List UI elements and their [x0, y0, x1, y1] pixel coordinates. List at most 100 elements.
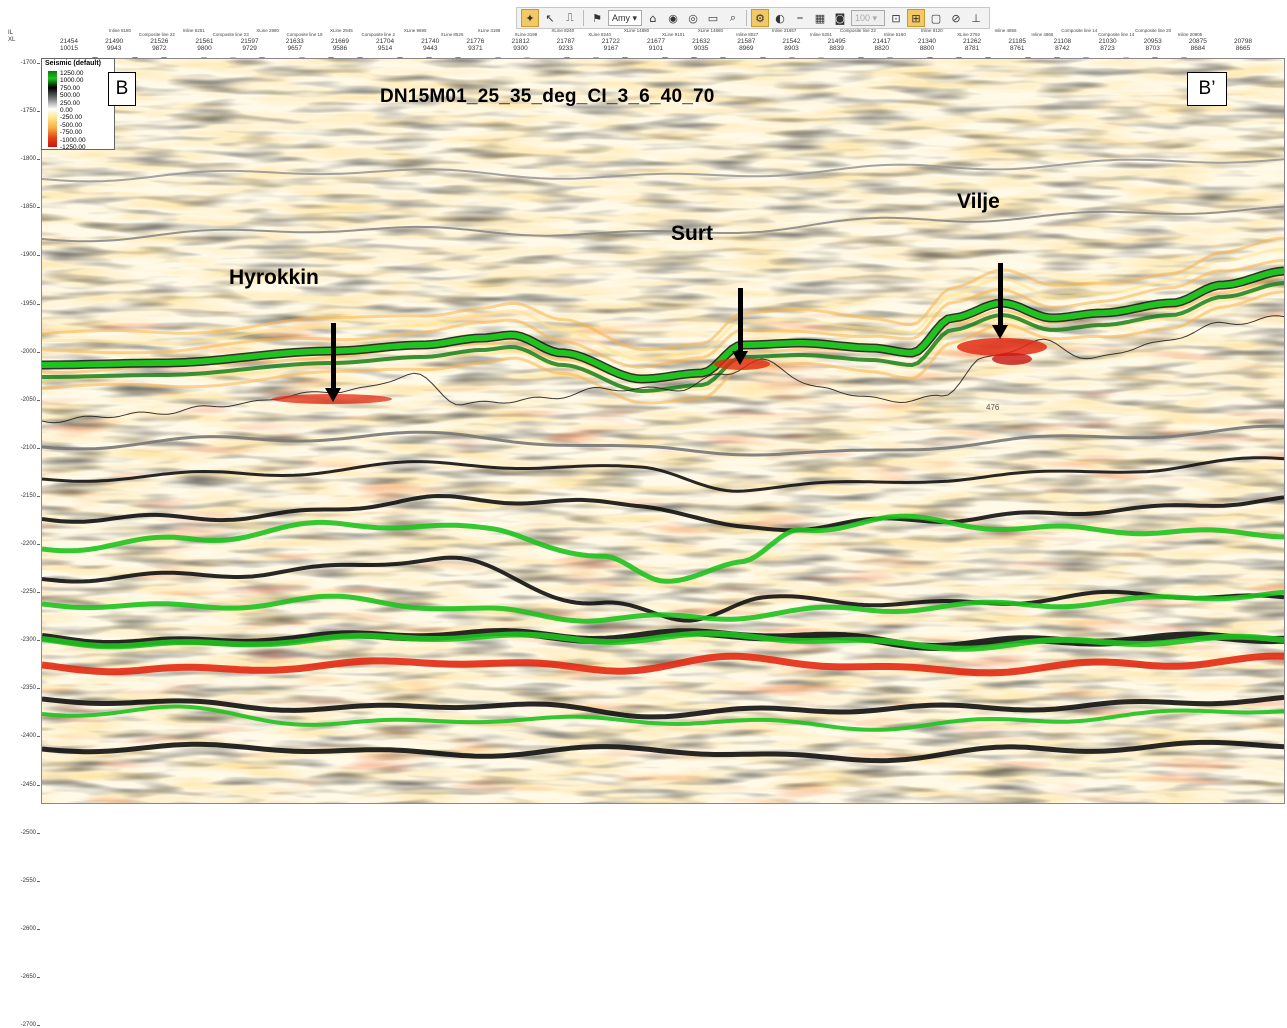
time-tick-mark — [37, 351, 40, 353]
intersection-line-label[interactable]: XLine 14880 — [697, 28, 723, 33]
inline-number: 21633 — [285, 38, 304, 45]
deep-reflector — [42, 513, 1284, 584]
xline-number: 9943 — [106, 45, 122, 52]
intersection-line-label[interactable]: Inline 20905 — [1177, 32, 1203, 37]
intersection-line-label[interactable]: XLine 3198 — [514, 32, 538, 37]
intersection-line-label[interactable]: Inline 5251 — [182, 28, 205, 33]
pin-icon[interactable]: ⊥ — [971, 11, 981, 25]
flag-icon[interactable]: ⚑ — [592, 11, 602, 25]
deep-reflector — [42, 456, 1284, 493]
seismic-section[interactable] — [41, 58, 1285, 804]
intersection-line-label[interactable]: XLine 3198 — [477, 28, 501, 33]
time-tick-label: -1750 — [20, 108, 36, 115]
no-icon[interactable]: ⊘ — [951, 11, 961, 25]
fit-icon[interactable]: ⊡ — [891, 11, 901, 25]
small-value-label: 476 — [986, 403, 1000, 412]
intersection-line-label[interactable]: Composite line 2 — [361, 32, 396, 37]
time-tick-mark — [37, 640, 40, 642]
display-icon[interactable]: ⚙ — [751, 9, 769, 27]
inline-number: 21108 — [1053, 38, 1072, 45]
inline-axis-key: IL — [8, 30, 14, 36]
axis-column: 21633 9657 — [275, 38, 315, 52]
amplitude-anomaly-vilje — [957, 338, 1047, 356]
camera-icon[interactable]: ◙ — [834, 11, 846, 25]
intersection-line-label[interactable]: Inline 5160 — [883, 32, 906, 37]
intersection-line-label[interactable]: XLine 9101 — [662, 32, 685, 37]
xline-number: 8969 — [739, 45, 754, 52]
time-tick-label: -2450 — [20, 781, 36, 788]
intersection-line-label[interactable]: Composite line 14 — [1098, 32, 1135, 37]
xline-number: 8684 — [1190, 45, 1206, 52]
intersection-line-label[interactable]: XLine 2945 — [329, 28, 353, 33]
legend-value: -1000.00 — [60, 136, 86, 144]
intersection-line-label[interactable]: XLine 8525 — [440, 32, 464, 37]
view-alt-icon[interactable]: ◎ — [688, 11, 698, 25]
intersection-line-label[interactable]: Inline 8027 — [736, 32, 759, 37]
intersection-line-label[interactable]: Composite line 22 — [138, 32, 175, 37]
intersection-line-label[interactable]: XLine 2980 — [256, 28, 279, 33]
xline-number: 9233 — [558, 45, 573, 52]
toolbar: ✦ ↖ ⎍ ⚑ Amy ▾ ⌂ ◉ ◎ ▭ ⌕ ⚙ ◐ ⎯ ▦ ◙ 100 ▾ ⊡ ⊞ ▢ ⊘ ⊥ — [516, 7, 990, 29]
legend-value: 0.00 — [60, 106, 73, 114]
xline-number: 8761 — [1009, 45, 1025, 52]
time-axis: -1700 -1750 -1800 -1850 -1900 -1950 -2000 -2050… — [0, 60, 40, 1028]
inline-number: 20875 — [1188, 38, 1207, 45]
deep-reflector — [42, 739, 1284, 764]
intersection-line-label[interactable]: XLine 8240 — [588, 32, 612, 37]
intersection-line-label[interactable]: Composite line 23 — [212, 32, 249, 37]
time-tick-mark — [37, 63, 40, 64]
xline-number: 8903 — [784, 45, 799, 52]
intersection-line-label[interactable]: Composite line 20 — [1135, 28, 1172, 33]
intersection-line-label[interactable]: XLine 14880 — [623, 28, 650, 33]
axis-column: 21669 9586 — [320, 38, 360, 52]
inline-number: 21542 — [782, 38, 801, 45]
palette-icon[interactable]: ◐ — [775, 11, 785, 25]
color-legend: Seismic (default) 1250.00 1000.00 750.00 50… — [41, 58, 115, 151]
xline-number: 9800 — [197, 45, 212, 52]
intersection-line-label[interactable]: XLine 9695 — [403, 28, 427, 33]
line-style-icon[interactable]: ⎯ — [797, 11, 803, 24]
inline-number: 21812 — [511, 38, 530, 45]
axis-column: 21490 9943 — [94, 38, 134, 52]
xline-number: 8800 — [919, 45, 935, 52]
home-icon[interactable]: ⌂ — [649, 11, 657, 25]
intersection-line-label[interactable]: Inline 5251 — [810, 32, 833, 37]
grid-icon[interactable]: ▦ — [814, 11, 826, 25]
arrow-vilje-icon — [992, 263, 1008, 339]
layout-icon[interactable]: ⊞ — [907, 9, 925, 27]
axis-column: 21495 8839 — [817, 38, 857, 52]
xline-number: 9300 — [513, 45, 528, 52]
intersection-line-label[interactable]: Inline 8180 — [108, 28, 132, 33]
deep-reflector — [42, 424, 1284, 457]
axis-column: 21108 8742 — [1042, 38, 1082, 52]
view-icon[interactable]: ◉ — [668, 11, 678, 25]
intersection-line-label[interactable]: Inline 21657 — [771, 28, 797, 33]
save-icon[interactable]: ▭ — [707, 11, 719, 25]
inline-number: 21787 — [556, 38, 575, 45]
time-tick-mark — [37, 447, 40, 449]
ruler-icon[interactable]: ⎍ — [566, 11, 574, 24]
annotation-vilje: Vilje — [957, 190, 1000, 213]
deep-reflector — [42, 694, 1284, 720]
intersection-line-label[interactable]: Inline 4866 — [994, 28, 1017, 33]
intersection-line-label[interactable]: Inline 8120 — [920, 28, 943, 33]
intersection-line-label[interactable]: Composite line 14 — [1061, 28, 1098, 33]
reflector-halo — [42, 258, 1284, 369]
axis-column: 21185 8761 — [997, 38, 1037, 52]
time-tick-mark — [37, 111, 40, 113]
time-tick-mark — [37, 880, 40, 882]
intersection-line-label[interactable]: Inline 4866 — [1031, 32, 1054, 37]
zoom-icon[interactable]: ⌕ — [729, 11, 737, 24]
pointer-icon[interactable]: ↖ — [545, 11, 555, 25]
inline-number: 21561 — [195, 38, 214, 45]
intersection-line-label[interactable]: XLine 2792 — [957, 32, 980, 37]
seismic-tool-icon[interactable]: ✦ — [521, 9, 539, 27]
xline-number: 10015 — [59, 45, 79, 52]
intersection-line-label[interactable]: XLine 8240 — [551, 28, 575, 33]
toolbar-select[interactable]: Amy ▾ — [608, 10, 642, 26]
time-tick-mark — [37, 736, 40, 738]
time-tick-label: -2650 — [20, 973, 36, 980]
intersection-line-label[interactable]: Composite line 19 — [286, 32, 323, 37]
window-icon[interactable]: ▢ — [930, 11, 942, 25]
intersection-line-label[interactable]: Composite line 22 — [839, 28, 876, 33]
